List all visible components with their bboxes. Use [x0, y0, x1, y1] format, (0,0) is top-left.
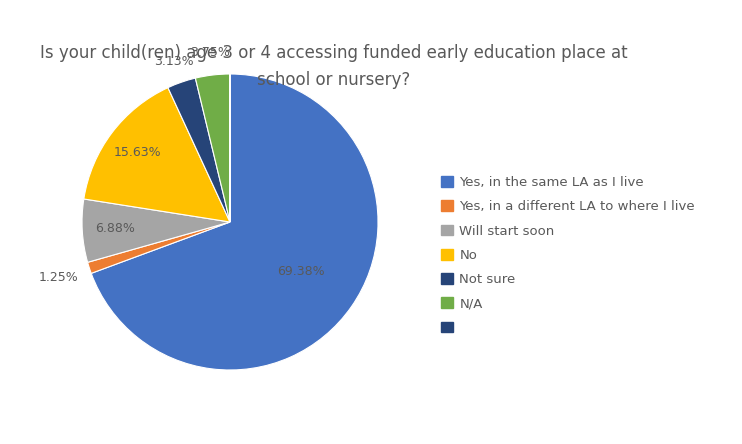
Wedge shape: [91, 74, 378, 370]
Text: 3.13%: 3.13%: [154, 55, 194, 68]
Text: Is your child(ren) age 3 or 4 accessing funded early education place at
school o: Is your child(ren) age 3 or 4 accessing …: [40, 44, 628, 89]
Wedge shape: [168, 78, 230, 222]
Text: 1.25%: 1.25%: [39, 271, 78, 285]
Legend: Yes, in the same LA as I live, Yes, in a different LA to where I live, Will star: Yes, in the same LA as I live, Yes, in a…: [437, 172, 699, 338]
Text: 6.88%: 6.88%: [95, 222, 135, 235]
Wedge shape: [84, 87, 230, 222]
Wedge shape: [88, 222, 230, 274]
Text: 15.63%: 15.63%: [114, 146, 162, 159]
Text: 69.38%: 69.38%: [277, 265, 324, 278]
Wedge shape: [195, 74, 230, 222]
Wedge shape: [82, 199, 230, 262]
Text: 3.75%: 3.75%: [190, 47, 230, 59]
